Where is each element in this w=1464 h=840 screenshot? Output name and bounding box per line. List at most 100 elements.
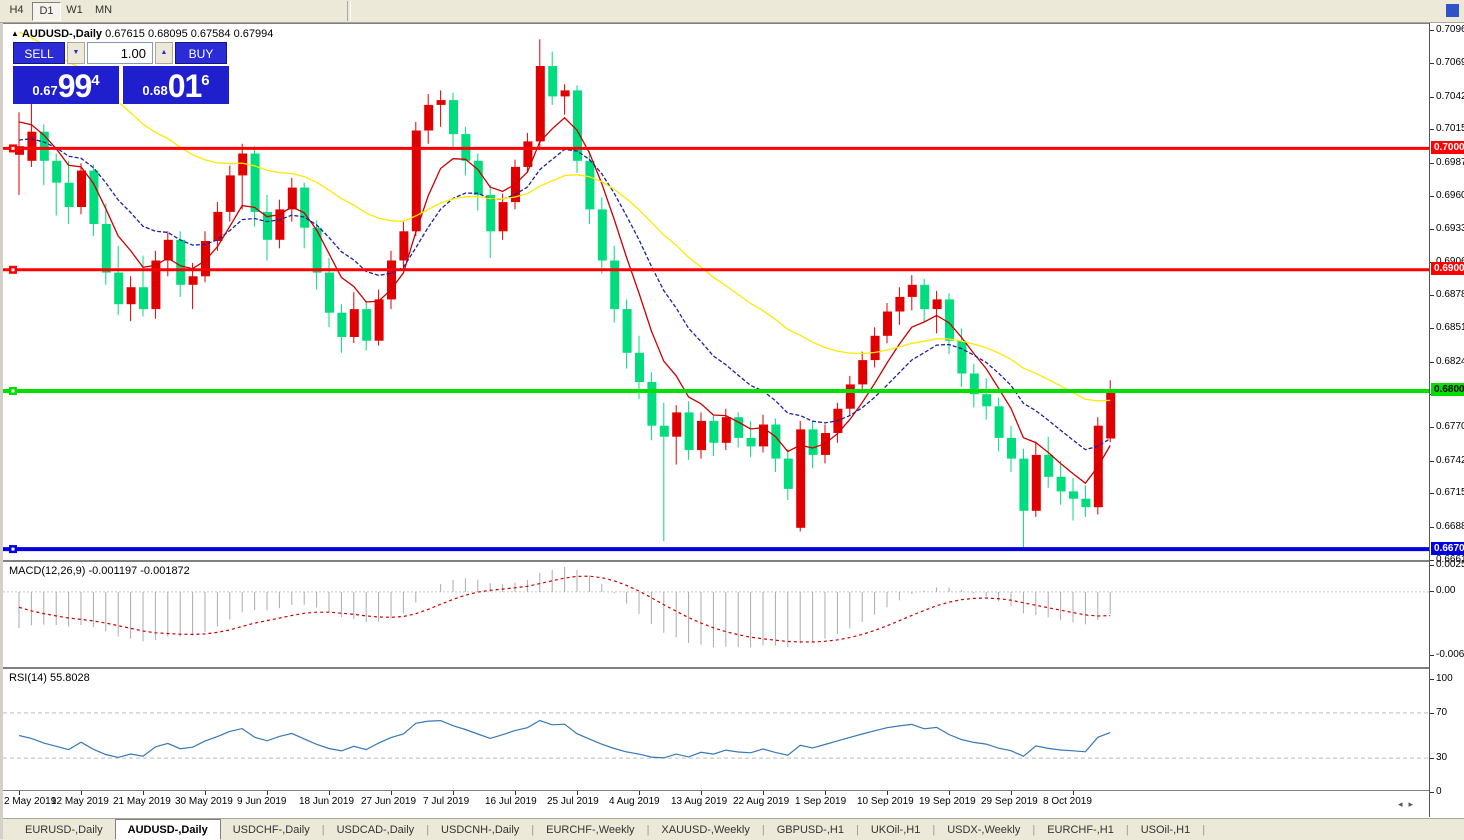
date-tick-mark — [639, 791, 640, 795]
chart-tab-usdx-weekly[interactable]: USDX-,Weekly — [947, 823, 1021, 836]
axis-tick-mark — [1430, 758, 1434, 759]
axis-tick-mark — [1430, 129, 1434, 130]
price-level-tag: 0.70002 — [1431, 141, 1464, 154]
chart-tab-usoil-h1[interactable]: USOil-,H1 — [1140, 823, 1191, 836]
date-label: 1 Sep 2019 — [795, 796, 847, 807]
tab-separator: | — [531, 823, 535, 836]
volume-increase-button[interactable]: ▲ — [155, 42, 173, 64]
sell-price-box[interactable]: 0.67 99 4 — [13, 66, 119, 104]
chart-tab-eurchf-weekly[interactable]: EURCHF-,Weekly — [546, 823, 635, 836]
chart-tab-eurusd-daily[interactable]: EURUSD-,Daily — [25, 823, 103, 836]
date-tick-mark — [515, 791, 516, 795]
axis-tick-mark — [1430, 196, 1434, 197]
date-tick-mark — [1073, 791, 1074, 795]
date-label: 4 Aug 2019 — [609, 796, 660, 807]
volume-input[interactable] — [87, 42, 153, 64]
scroll-left-icon[interactable]: ◂ — [1397, 799, 1409, 809]
macd-chart[interactable] — [3, 562, 1429, 665]
axis-tick-label: 30 — [1436, 752, 1448, 763]
axis-tick-label: 100 — [1436, 673, 1453, 684]
axis-tick-mark — [1430, 362, 1434, 363]
volume-decrease-button[interactable]: ▼ — [67, 42, 85, 64]
candlestick-chart[interactable] — [3, 24, 1429, 561]
chart-workspace: ▲ AUDUSD-,Daily 0.67615 0.68095 0.67584 … — [0, 23, 1464, 840]
timeframe-button-w1[interactable]: W1 — [66, 4, 83, 16]
axis-tick-mark — [1430, 792, 1434, 793]
macd-indicator-panel[interactable]: MACD(12,26,9) -0.001197 -0.001872 — [3, 560, 1429, 667]
chart-tab-ukoil-h1[interactable]: UKOil-,H1 — [870, 823, 921, 836]
axis-tick-label: 0.68785 — [1436, 289, 1464, 300]
axis-tick-label: 0.002574 — [1436, 559, 1464, 570]
price-level-tag: 0.66705 — [1431, 542, 1464, 555]
date-tick-mark — [391, 791, 392, 795]
axis-tick-mark — [1430, 63, 1434, 64]
chart-tab-usdcad-daily[interactable]: USDCAD-,Daily — [336, 823, 415, 836]
axis-tick-label: 0.00 — [1436, 585, 1456, 596]
date-label: 25 Jul 2019 — [547, 796, 599, 807]
date-tick-mark — [19, 791, 20, 795]
date-tick-mark — [763, 791, 764, 795]
date-label: 29 Sep 2019 — [981, 796, 1038, 807]
chart-tab-audusd-daily[interactable]: AUDUSD-,Daily — [114, 819, 221, 840]
timeframe-button-d1[interactable]: D1 — [32, 2, 61, 21]
axis-tick-mark — [1430, 461, 1434, 462]
date-tick-mark — [453, 791, 454, 795]
date-label: 9 Jun 2019 — [237, 796, 287, 807]
rsi-chart[interactable] — [3, 669, 1429, 790]
timeframe-button-h4[interactable]: H4 — [9, 4, 24, 16]
date-label: 30 May 2019 — [175, 796, 233, 807]
axis-tick-mark — [1430, 493, 1434, 494]
date-tick-mark — [267, 791, 268, 795]
date-label: 7 Jul 2019 — [423, 796, 470, 807]
date-axis[interactable]: ◂▸ 2 May 2019 12 May 2019 21 May 2019 30 Ma… — [3, 790, 1429, 818]
sell-button[interactable]: SELL — [13, 42, 65, 64]
tab-separator: | — [1125, 823, 1129, 836]
chart-tabs: EURUSD-,Daily AUDUSD-,Daily USDCHF-,Daily |… — [3, 819, 1464, 840]
sell-price-prefix: 0.67 — [32, 83, 58, 98]
buy-button[interactable]: BUY — [175, 42, 227, 64]
axis-tick-label: 0.69605 — [1436, 190, 1464, 201]
axis-tick-mark — [1430, 295, 1434, 296]
tab-separator: | — [761, 823, 765, 836]
tab-separator: | — [1032, 823, 1036, 836]
date-label: 18 Jun 2019 — [299, 796, 355, 807]
axis-tick-mark — [1430, 655, 1434, 656]
main-chart-panel[interactable]: ▲ AUDUSD-,Daily 0.67615 0.68095 0.67584 … — [3, 23, 1429, 561]
axis-tick-label: 0.70965 — [1436, 24, 1464, 35]
chart-tab-eurchf-h1[interactable]: EURCHF-,H1 — [1047, 823, 1114, 836]
chart-tab-gbpusd-h1[interactable]: GBPUSD-,H1 — [776, 823, 844, 836]
price-axis[interactable]: 0.002574 0.00 -0.006326 100 70 30 0 0.70965 0.70… — [1429, 23, 1464, 817]
date-label: 13 Aug 2019 — [671, 796, 728, 807]
tab-separator: | — [1202, 823, 1206, 836]
tab-separator: | — [646, 823, 650, 836]
date-tick-mark — [143, 791, 144, 795]
timeframe-button-mn[interactable]: MN — [94, 4, 113, 16]
tab-scroll-arrows[interactable]: ◂▸ — [1398, 799, 1419, 810]
window-corner-icon — [1446, 4, 1459, 17]
axis-tick-mark — [1430, 527, 1434, 528]
chart-tab-bar: EURUSD-,Daily AUDUSD-,Daily USDCHF-,Daily |… — [3, 818, 1464, 840]
tab-separator: | — [855, 823, 859, 836]
scroll-right-icon[interactable]: ▸ — [1408, 799, 1419, 809]
rsi-indicator-panel[interactable]: RSI(14) 55.8028 — [3, 667, 1429, 792]
axis-tick-mark — [1430, 229, 1434, 230]
date-label: 21 May 2019 — [113, 796, 171, 807]
date-label: 8 Oct 2019 — [1043, 796, 1092, 807]
axis-tick-mark — [1430, 97, 1434, 98]
axis-tick-mark — [1430, 713, 1434, 714]
buy-price-box[interactable]: 0.68 01 6 — [123, 66, 229, 104]
chart-tab-usdchf-daily[interactable]: USDCHF-,Daily — [232, 823, 310, 836]
axis-tick-mark — [1430, 565, 1434, 566]
price-level-tag: 0.69003 — [1431, 262, 1464, 275]
axis-tick-label: -0.006326 — [1436, 649, 1464, 660]
axis-tick-label: 0 — [1436, 786, 1442, 797]
chart-tab-usdcnh-daily[interactable]: USDCNH-,Daily — [441, 823, 520, 836]
date-label: 19 Sep 2019 — [919, 796, 976, 807]
date-label: 12 May 2019 — [51, 796, 109, 807]
chart-tab-xauusd-weekly[interactable]: XAUUSD-,Weekly — [661, 823, 750, 836]
triangle-icon: ▲ — [11, 29, 19, 38]
